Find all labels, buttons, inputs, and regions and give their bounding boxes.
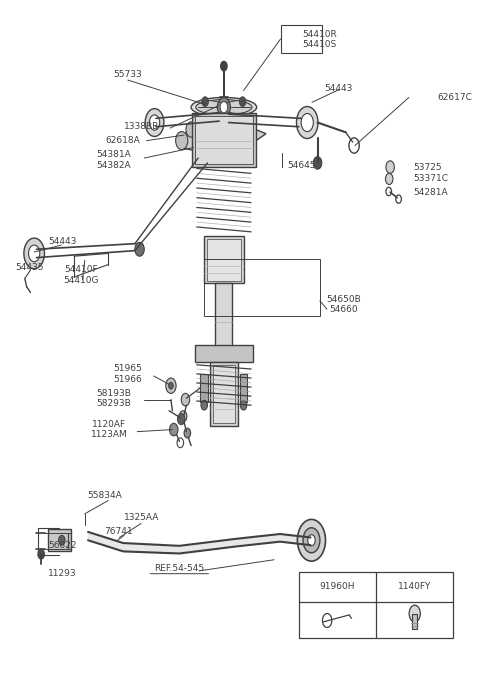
- Text: 91960H: 91960H: [320, 582, 355, 591]
- Text: 55733: 55733: [113, 70, 142, 79]
- Circle shape: [301, 113, 313, 131]
- Circle shape: [221, 62, 227, 71]
- Bar: [192, 113, 256, 167]
- Bar: [195, 115, 253, 164]
- Text: 76741: 76741: [104, 528, 133, 536]
- Circle shape: [386, 161, 395, 173]
- Text: 11293: 11293: [48, 569, 77, 578]
- Text: 1325AA: 1325AA: [124, 514, 159, 522]
- Text: 55834A: 55834A: [87, 491, 122, 500]
- Bar: [216, 283, 232, 346]
- Bar: [210, 362, 238, 426]
- Bar: [48, 529, 71, 552]
- Text: 1140FY: 1140FY: [398, 582, 432, 591]
- Circle shape: [176, 131, 188, 150]
- Circle shape: [149, 115, 160, 130]
- Circle shape: [186, 122, 196, 137]
- Bar: [412, 614, 417, 629]
- Circle shape: [169, 424, 178, 436]
- Circle shape: [409, 605, 420, 622]
- Bar: [195, 345, 253, 362]
- Circle shape: [180, 411, 187, 422]
- Circle shape: [298, 519, 325, 561]
- Text: REF.54-545: REF.54-545: [154, 564, 204, 573]
- Text: 54443: 54443: [324, 84, 353, 93]
- Circle shape: [201, 401, 207, 410]
- Ellipse shape: [196, 99, 252, 115]
- Text: 1120AF
1123AM: 1120AF 1123AM: [91, 420, 128, 439]
- Bar: [280, 25, 322, 53]
- Text: 53725: 53725: [414, 163, 442, 171]
- Text: 62617C: 62617C: [437, 93, 472, 102]
- Bar: [204, 259, 320, 316]
- Circle shape: [217, 97, 230, 117]
- Circle shape: [181, 394, 190, 406]
- Text: 54645: 54645: [287, 161, 315, 169]
- Circle shape: [28, 245, 40, 262]
- Ellipse shape: [191, 97, 257, 117]
- Text: 58193B
58293B: 58193B 58293B: [96, 389, 131, 408]
- Circle shape: [313, 157, 322, 169]
- Circle shape: [178, 414, 185, 425]
- Circle shape: [308, 535, 315, 546]
- Text: 54650B
54660: 54650B 54660: [326, 294, 360, 314]
- Circle shape: [240, 401, 247, 410]
- Text: 54435: 54435: [15, 263, 44, 272]
- Bar: [207, 239, 241, 280]
- Bar: [204, 236, 243, 283]
- Circle shape: [135, 243, 144, 257]
- Text: 1338BB: 1338BB: [124, 122, 159, 131]
- Bar: [299, 572, 454, 638]
- Bar: [240, 374, 247, 402]
- Bar: [201, 374, 208, 402]
- Circle shape: [168, 382, 173, 389]
- Circle shape: [145, 108, 164, 136]
- Circle shape: [303, 528, 320, 553]
- Circle shape: [202, 96, 208, 106]
- Text: 54281A: 54281A: [414, 188, 448, 197]
- Text: 62618A: 62618A: [106, 136, 141, 145]
- Text: 54443: 54443: [48, 237, 76, 246]
- Circle shape: [59, 535, 65, 545]
- Circle shape: [24, 238, 45, 268]
- Text: 56822: 56822: [48, 541, 76, 550]
- Circle shape: [166, 378, 176, 394]
- Polygon shape: [177, 118, 266, 153]
- Text: 54410F
54410G: 54410F 54410G: [63, 266, 99, 284]
- Circle shape: [385, 173, 393, 185]
- Text: 54381A
54382A: 54381A 54382A: [96, 150, 131, 170]
- Circle shape: [297, 106, 318, 138]
- Bar: [213, 365, 235, 424]
- Circle shape: [38, 549, 45, 559]
- Text: 54410R
54410S: 54410R 54410S: [302, 30, 337, 50]
- Text: 53371C: 53371C: [414, 175, 449, 183]
- Text: 51965
51966: 51965 51966: [113, 364, 142, 384]
- Circle shape: [240, 96, 246, 106]
- Circle shape: [220, 101, 228, 113]
- Polygon shape: [88, 532, 311, 554]
- Circle shape: [184, 428, 191, 438]
